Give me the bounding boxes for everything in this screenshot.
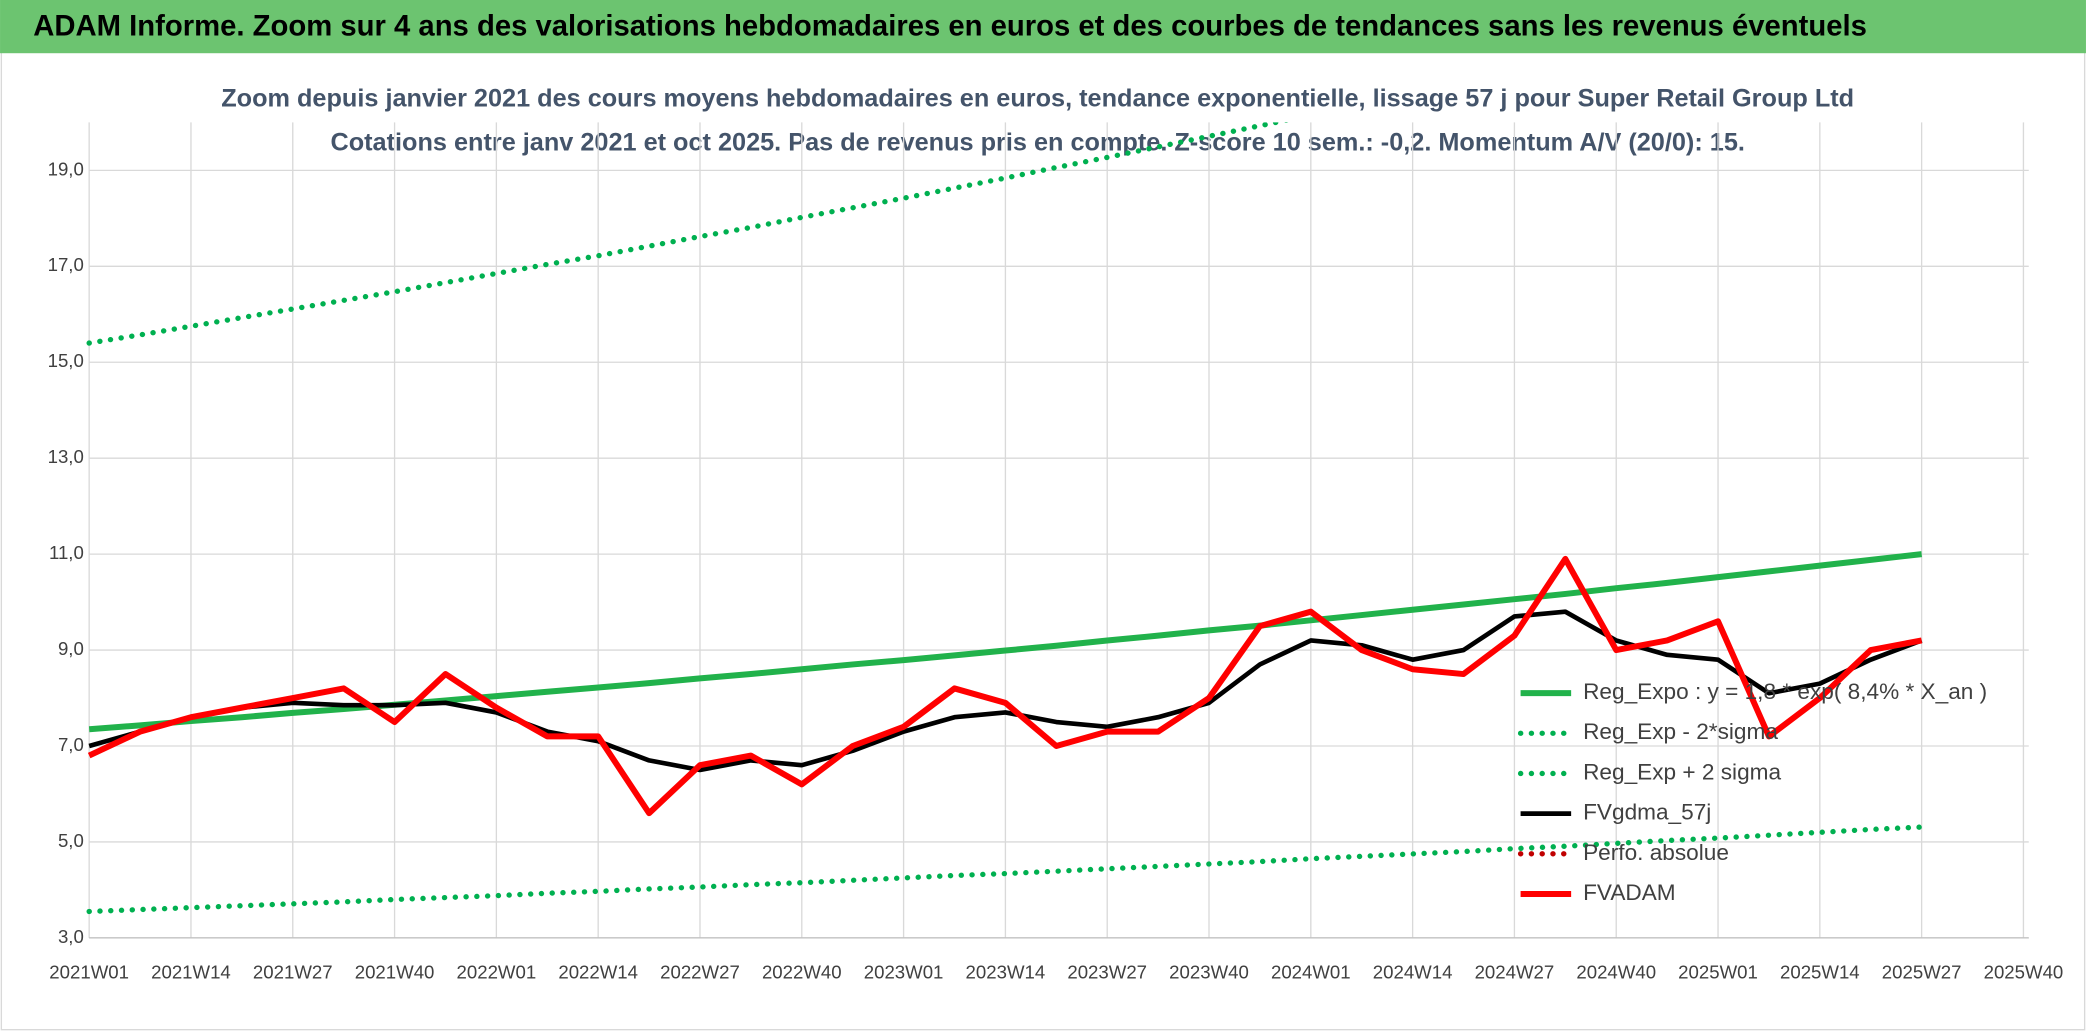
y-tick-label: 9,0 — [58, 638, 84, 659]
x-tick-label: 2021W40 — [355, 962, 435, 983]
y-tick-label: 3,0 — [58, 926, 84, 947]
x-tick-label: 2025W27 — [1882, 962, 1962, 983]
header-title: ADAM Informe. Zoom sur 4 ans des valoris… — [33, 11, 1867, 43]
x-tick-label: 2024W40 — [1576, 962, 1656, 983]
x-tick-label: 2023W27 — [1067, 962, 1147, 983]
series-line — [87, 555, 1923, 817]
y-tick-label: 11,0 — [49, 542, 84, 563]
x-tick-label: 2021W27 — [253, 962, 333, 983]
x-tick-label: 2023W14 — [966, 962, 1046, 983]
x-tick-label: 2021W01 — [49, 962, 129, 983]
x-tick-label: 2023W01 — [864, 962, 944, 983]
x-tick-label: 2024W27 — [1475, 962, 1555, 983]
series-line — [86, 824, 1925, 915]
y-tick-label: 15,0 — [48, 350, 84, 371]
y-tick-label: 13,0 — [48, 446, 84, 467]
y-tick-label: 5,0 — [58, 830, 84, 851]
legend-label: FVgdma_57j — [1583, 800, 1711, 825]
y-tick-label: 19,0 — [48, 158, 84, 179]
x-tick-label: 2025W14 — [1780, 962, 1860, 983]
x-tick-label: 2021W14 — [151, 962, 231, 983]
series-line — [88, 609, 1923, 773]
y-tick-label: 17,0 — [48, 254, 84, 275]
x-tick-label: 2022W40 — [762, 962, 842, 983]
x-tick-label: 2023W40 — [1169, 962, 1249, 983]
plot-area — [86, 122, 1925, 915]
legend-label: Reg_Exp + 2 sigma — [1583, 759, 1781, 784]
x-tick-label: 2025W40 — [1984, 962, 2064, 983]
legend-label: Reg_Exp - 2*sigma — [1583, 719, 1778, 744]
y-tick-label: 7,0 — [58, 734, 84, 755]
chart-subtitle: Cotations entre janv 2021 et oct 2025. P… — [330, 128, 1744, 156]
legend-label: FVADAM — [1583, 880, 1676, 905]
header-bar — [0, 0, 2086, 54]
x-tick-label: 2022W27 — [660, 962, 740, 983]
x-tick-label: 2024W14 — [1373, 962, 1453, 983]
x-tick-label: 2024W01 — [1271, 962, 1351, 983]
legend-label: Perfo. absolue — [1583, 840, 1729, 865]
legend-label: Reg_Expo : y = 1,8 * exp( 8,4% * X_an ) — [1583, 679, 1987, 704]
x-tick-label: 2022W14 — [558, 962, 638, 983]
x-tick-label: 2022W01 — [457, 962, 537, 983]
chart-title: Zoom depuis janvier 2021 des cours moyen… — [221, 84, 1854, 112]
x-tick-label: 2025W01 — [1678, 962, 1758, 983]
